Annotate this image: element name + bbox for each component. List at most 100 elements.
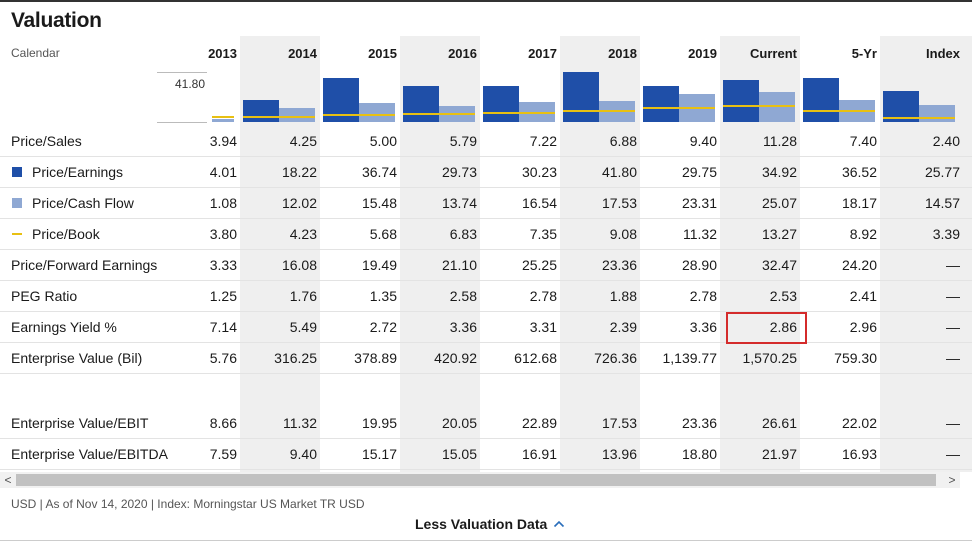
scroll-left-arrow[interactable]: < bbox=[4, 473, 12, 487]
table-cell: 4.01 bbox=[209, 164, 237, 180]
top-border bbox=[0, 0, 972, 2]
table-cell: 11.32 bbox=[683, 226, 717, 242]
column-header-2016: 2016 bbox=[448, 46, 477, 61]
table-cell: 6.83 bbox=[449, 226, 477, 242]
table-cell: 17.53 bbox=[601, 195, 637, 211]
table-cell: 5.00 bbox=[369, 133, 397, 149]
row-label-3: Price/Book bbox=[12, 219, 100, 249]
row-label-8: Enterprise Value/EBIT bbox=[11, 408, 148, 438]
table-cell: 3.39 bbox=[932, 226, 960, 242]
table-cell: 7.35 bbox=[529, 226, 557, 242]
table-cell: 3.94 bbox=[209, 133, 237, 149]
row-label-text: Enterprise Value (Bil) bbox=[11, 350, 143, 366]
table-cell: 1.08 bbox=[209, 195, 237, 211]
table-cell: 7.59 bbox=[209, 446, 237, 462]
table-cell: 5.79 bbox=[449, 133, 477, 149]
row-label-2: Price/Cash Flow bbox=[12, 188, 134, 218]
table-cell: 18.17 bbox=[841, 195, 877, 211]
table-cell: 1.25 bbox=[209, 288, 237, 304]
table-cell: — bbox=[946, 446, 960, 462]
scroll-thumb[interactable] bbox=[16, 474, 936, 486]
table-cell: 16.08 bbox=[281, 257, 317, 273]
table-cell: 16.93 bbox=[841, 446, 877, 462]
bar-pe-2018 bbox=[563, 72, 599, 122]
table-cell: 21.97 bbox=[761, 446, 797, 462]
highlighted-cell-box bbox=[726, 312, 807, 344]
table-cell: — bbox=[946, 415, 960, 431]
column-header-2014: 2014 bbox=[288, 46, 317, 61]
table-cell: 2.72 bbox=[369, 319, 397, 335]
row-label-6: Earnings Yield % bbox=[11, 312, 117, 342]
table-cell: 1.88 bbox=[609, 288, 637, 304]
table-cell: 1,570.25 bbox=[742, 350, 798, 366]
table-cell: 13.74 bbox=[441, 195, 477, 211]
table-cell: 22.02 bbox=[841, 415, 877, 431]
bar-pe-2017 bbox=[483, 86, 519, 122]
column-header-2019: 2019 bbox=[688, 46, 717, 61]
row-divider bbox=[0, 187, 972, 188]
table-cell: 25.25 bbox=[521, 257, 557, 273]
table-cell: 25.07 bbox=[761, 195, 797, 211]
valuation-table[interactable]: Calendar 41.80 2013 2014 2015 2016 2017 2018 2… bbox=[0, 36, 972, 472]
table-cell: 11.28 bbox=[763, 133, 797, 149]
table-cell: 9.40 bbox=[289, 446, 317, 462]
row-label-text: PEG Ratio bbox=[11, 288, 78, 304]
line-pb-current bbox=[723, 105, 795, 107]
row-label-1: Price/Earnings bbox=[12, 157, 123, 187]
chart-axis: 41.80 bbox=[157, 72, 207, 123]
line-pb-2013 bbox=[212, 116, 234, 118]
bar-pcf-current bbox=[759, 92, 795, 122]
table-cell: 726.36 bbox=[594, 350, 637, 366]
row-divider bbox=[0, 311, 972, 312]
row-divider bbox=[0, 156, 972, 157]
table-cell: 17.53 bbox=[601, 415, 637, 431]
bar-pcf-2013 bbox=[212, 119, 234, 122]
chevron-up-icon bbox=[554, 520, 565, 528]
bar-pcf-index bbox=[919, 105, 955, 122]
line-pb-2017 bbox=[483, 112, 555, 114]
table-cell: 2.53 bbox=[769, 288, 797, 304]
less-valuation-data-label: Less Valuation Data bbox=[415, 516, 548, 532]
row-divider bbox=[0, 438, 972, 439]
table-cell: 16.91 bbox=[521, 446, 557, 462]
table-cell: 13.27 bbox=[761, 226, 797, 242]
line-pb-5-yr bbox=[803, 110, 875, 112]
horizontal-scrollbar[interactable]: < > bbox=[0, 472, 960, 488]
scroll-right-arrow[interactable]: > bbox=[948, 473, 956, 487]
table-cell: 24.20 bbox=[841, 257, 877, 273]
table-cell: 18.80 bbox=[681, 446, 717, 462]
column-header-2015: 2015 bbox=[368, 46, 397, 61]
bar-pe-5-yr bbox=[803, 78, 839, 122]
row-label-0: Price/Sales bbox=[11, 126, 82, 156]
table-cell: 3.36 bbox=[449, 319, 477, 335]
table-cell: 23.31 bbox=[681, 195, 717, 211]
row-divider bbox=[0, 280, 972, 281]
table-cell: 11.32 bbox=[283, 415, 317, 431]
bar-pe-2019 bbox=[643, 86, 679, 122]
bottom-divider bbox=[0, 540, 972, 541]
table-cell: 16.54 bbox=[521, 195, 557, 211]
row-label-text: Enterprise Value/EBIT bbox=[11, 415, 149, 431]
row-label-text: Price/Earnings bbox=[32, 164, 124, 180]
row-divider bbox=[0, 249, 972, 250]
table-cell: 15.17 bbox=[361, 446, 397, 462]
column-header-2013: 2013 bbox=[208, 46, 237, 61]
table-cell: 3.31 bbox=[529, 319, 557, 335]
row-label-text: Price/Cash Flow bbox=[32, 195, 134, 211]
table-cell: 2.96 bbox=[849, 319, 877, 335]
less-valuation-data-button[interactable]: Less Valuation Data bbox=[415, 516, 565, 532]
table-cell: 19.95 bbox=[361, 415, 397, 431]
table-cell: 7.14 bbox=[209, 319, 237, 335]
table-cell: — bbox=[946, 288, 960, 304]
table-cell: 36.74 bbox=[361, 164, 397, 180]
section-title: Valuation bbox=[11, 9, 102, 32]
bar-pe-current bbox=[723, 80, 759, 122]
row-label-5: PEG Ratio bbox=[11, 281, 77, 311]
table-cell: 29.73 bbox=[441, 164, 477, 180]
table-cell: 13.96 bbox=[601, 446, 637, 462]
table-cell: 2.41 bbox=[849, 288, 877, 304]
table-cell: 2.86 bbox=[769, 319, 797, 335]
row-divider bbox=[0, 469, 972, 470]
column-header-current: Current bbox=[750, 46, 797, 61]
table-cell: 22.89 bbox=[521, 415, 557, 431]
